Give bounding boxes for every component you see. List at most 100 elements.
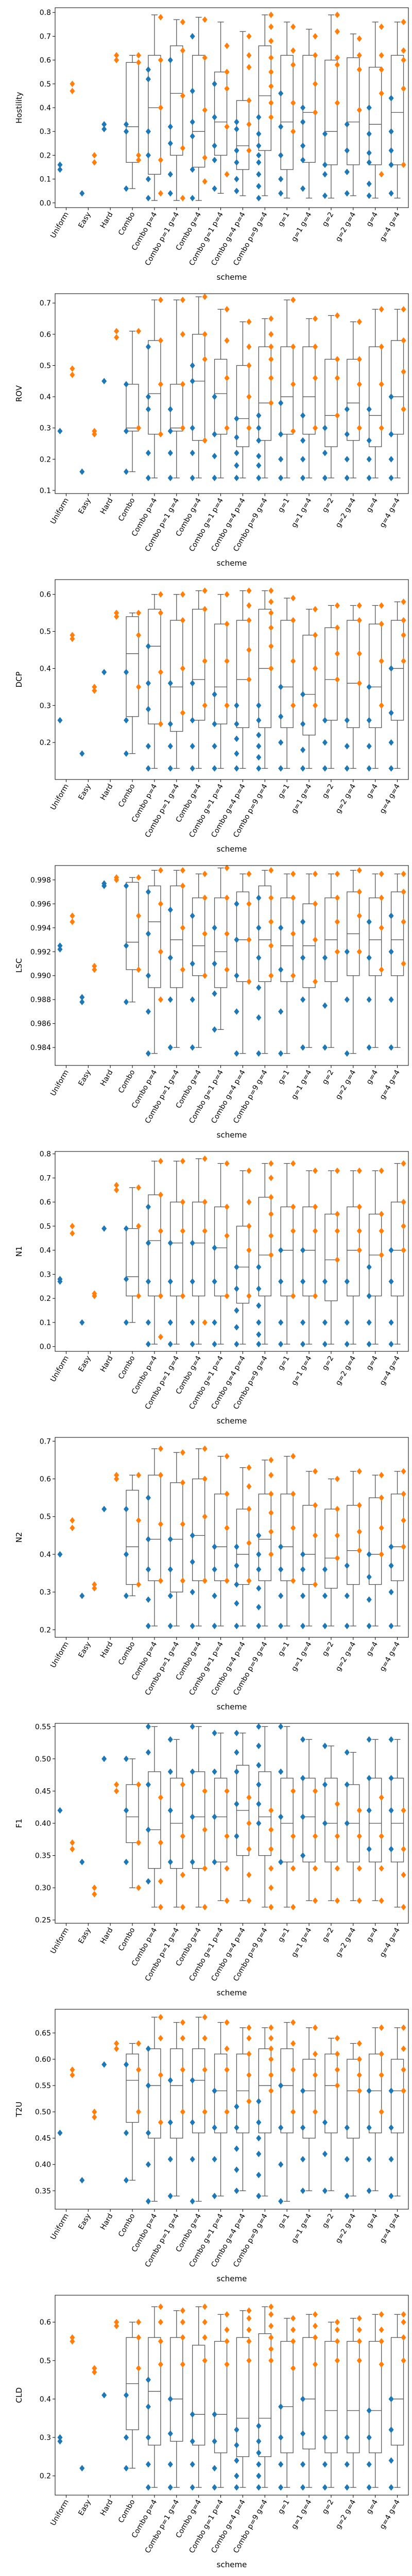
- x-tick-label: g=4: [365, 1926, 380, 1944]
- strip-point-orange: [158, 996, 163, 1003]
- strip-point-blue: [190, 1558, 195, 1565]
- strip-point-blue: [167, 1807, 173, 1814]
- strip-point-blue: [212, 185, 217, 192]
- box-body: [324, 59, 338, 165]
- strip-point-orange: [268, 356, 274, 363]
- strip-point-orange: [92, 684, 97, 690]
- strip-point-blue: [322, 192, 328, 199]
- strip-point-blue: [278, 739, 284, 746]
- strip-point-orange: [246, 1897, 252, 1904]
- strip-point-orange: [290, 595, 296, 602]
- strip-point-blue: [234, 1008, 239, 1015]
- x-axis-label: scheme: [217, 273, 247, 282]
- strip-point-orange: [268, 2087, 274, 2094]
- box-body: [324, 2054, 338, 2133]
- strip-point-orange: [180, 2334, 185, 2341]
- box-body: [148, 885, 161, 988]
- strip-point-blue: [256, 2461, 262, 2468]
- category-group: [256, 1456, 274, 1630]
- strip-point-blue: [124, 1276, 129, 1283]
- x-tick-label: Combo: [117, 1640, 137, 1667]
- strip-point-blue: [366, 1573, 372, 1581]
- strip-point-orange: [180, 966, 185, 973]
- strip-point-orange: [136, 2318, 142, 2326]
- strip-point-orange: [356, 318, 362, 325]
- box-body: [347, 2059, 360, 2139]
- strip-point-orange: [334, 2318, 340, 2326]
- y-axis-label: ROV: [14, 385, 24, 402]
- strip-point-orange: [401, 2066, 406, 2073]
- strip-point-blue: [101, 880, 107, 887]
- strip-point-orange: [356, 1204, 362, 1210]
- strip-point-orange: [356, 867, 362, 874]
- x-tick-label: g=1: [277, 1926, 291, 1944]
- category-group: [256, 1160, 274, 1348]
- y-tick-label: 0.4: [40, 393, 51, 401]
- strip-point-blue: [366, 2156, 372, 2163]
- strip-point-blue: [167, 449, 173, 456]
- box-body: [236, 365, 250, 447]
- strip-point-blue: [366, 743, 372, 750]
- strip-point-orange: [313, 1502, 318, 1509]
- strip-point-blue: [57, 2434, 63, 2441]
- strip-point-blue: [344, 2156, 350, 2163]
- strip-point-orange: [180, 709, 185, 716]
- strip-point-blue: [212, 1622, 217, 1630]
- x-tick-label: g=1: [277, 2212, 291, 2230]
- strip-point-orange: [268, 598, 274, 605]
- strip-point-blue: [278, 2198, 284, 2205]
- strip-point-blue: [101, 2061, 107, 2068]
- strip-point-orange: [356, 52, 362, 59]
- strip-point-blue: [322, 1319, 328, 1326]
- strip-point-blue: [212, 2465, 217, 2472]
- strip-point-blue: [300, 2430, 306, 2437]
- strip-point-orange: [158, 14, 163, 21]
- strip-point-blue: [124, 185, 129, 192]
- strip-point-orange: [246, 587, 252, 594]
- strip-point-blue: [124, 1755, 129, 1762]
- strip-point-blue: [388, 1622, 394, 1630]
- strip-point-blue: [344, 1781, 350, 1788]
- y-tick-label: 0.2: [40, 455, 51, 464]
- x-tick-label: g=1 g=4: [290, 211, 314, 243]
- category-group: [79, 962, 97, 1006]
- strip-point-blue: [344, 168, 350, 176]
- strip-point-orange: [268, 1490, 274, 1498]
- box-body: [390, 55, 404, 165]
- strip-point-orange: [224, 2066, 230, 2073]
- category-group: [388, 870, 406, 1051]
- strip-point-blue: [57, 942, 63, 949]
- box-body: [170, 1482, 183, 1592]
- category-group: [344, 318, 362, 481]
- strip-point-orange: [268, 918, 274, 925]
- y-tick-label: 0.5: [40, 1513, 51, 1521]
- category-group: [167, 1449, 185, 1630]
- strip-point-orange: [158, 901, 163, 907]
- box-body: [126, 616, 139, 717]
- strip-point-blue: [300, 1814, 306, 1820]
- strip-point-orange: [202, 293, 208, 300]
- strip-point-orange: [180, 1904, 185, 1911]
- strip-point-orange: [158, 2072, 163, 2078]
- strip-point-blue: [234, 1749, 239, 1756]
- strip-point-blue: [145, 1204, 151, 1210]
- box-body: [192, 2345, 205, 2446]
- strip-point-orange: [158, 2338, 163, 2345]
- strip-point-orange: [334, 1554, 340, 1562]
- strip-point-blue: [212, 1768, 217, 1775]
- strip-point-blue: [190, 88, 195, 94]
- strip-point-orange: [180, 425, 185, 431]
- box-body: [192, 1771, 205, 1869]
- strip-point-blue: [300, 918, 306, 925]
- strip-point-blue: [278, 924, 284, 931]
- strip-point-orange: [114, 1187, 119, 1194]
- strip-point-orange: [202, 2334, 208, 2341]
- category-group: [145, 2014, 163, 2205]
- x-tick-label: g=2 g=4: [334, 1640, 358, 1673]
- box-body: [390, 1201, 404, 1297]
- y-tick-label: 0.8: [40, 9, 51, 17]
- strip-point-blue: [256, 2438, 262, 2445]
- strip-point-blue: [388, 2457, 394, 2464]
- x-tick-label: g=2: [321, 1354, 336, 1372]
- strip-point-orange: [224, 1865, 230, 1872]
